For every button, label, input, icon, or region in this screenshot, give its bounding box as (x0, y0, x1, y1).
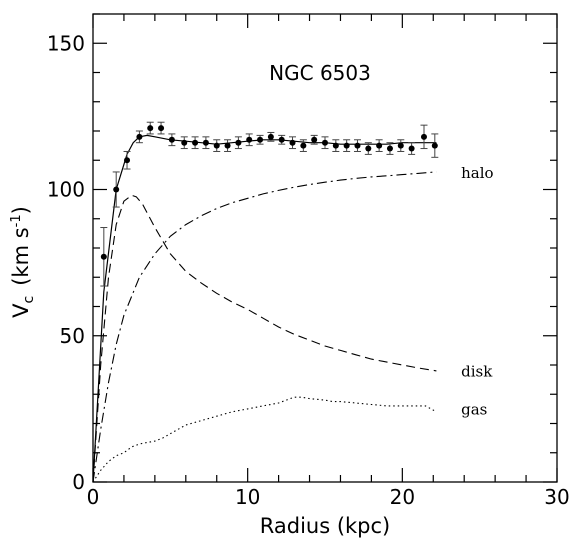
data-point (311, 136, 318, 143)
y-axis-label-main: V (9, 303, 33, 318)
data-point (343, 142, 350, 149)
y-axis-label: Vc (km s-1) (9, 206, 37, 318)
data-point (431, 142, 438, 149)
data-point (202, 139, 209, 146)
disk-curve (92, 194, 437, 483)
axis-ticks (92, 13, 558, 483)
data-point (354, 142, 361, 149)
x-tick-label: 20 (390, 485, 415, 509)
data-point (278, 136, 285, 143)
data-point (397, 142, 404, 149)
x-tick-label: 10 (235, 485, 260, 509)
halo-curve (92, 171, 437, 483)
data-point (322, 139, 328, 146)
y-tick-label: 150 (47, 31, 85, 55)
curve-label-disk: disk (461, 363, 493, 381)
data-point (420, 133, 427, 140)
total-curve (92, 134, 437, 483)
data-point (224, 142, 231, 149)
curve-label-halo: halo (461, 164, 493, 182)
x-tick-label: 30 (544, 485, 569, 509)
data-point (332, 142, 339, 149)
data-point (300, 142, 307, 149)
observed-points (100, 121, 439, 287)
chart-title: NGC 6503 (269, 61, 371, 85)
x-tick-label: 0 (87, 485, 100, 509)
y-axis-label-close: ) (9, 206, 33, 214)
data-point (267, 133, 274, 140)
x-axis-label: Radius (kpc) (260, 514, 391, 538)
y-tick-label: 0 (72, 470, 85, 494)
data-point (136, 133, 143, 140)
curve-label-gas: gas (461, 401, 487, 419)
data-point (158, 125, 165, 132)
curve-labels: halo disk gas (461, 164, 493, 419)
data-point (386, 145, 393, 152)
data-point (376, 142, 383, 149)
tick-labels: 0 10 20 30 0 50 100 150 (47, 31, 570, 509)
data-point (147, 125, 154, 132)
data-point (168, 136, 175, 143)
data-point (257, 136, 264, 143)
y-axis-label-units: (km s (9, 227, 33, 285)
data-point (100, 253, 107, 260)
data-point (365, 145, 372, 152)
y-tick-label: 50 (60, 324, 85, 348)
data-point (235, 139, 242, 146)
data-point (246, 136, 253, 143)
data-point (113, 186, 120, 193)
y-tick-label: 100 (47, 178, 85, 202)
gas-curve (92, 396, 437, 483)
data-point (408, 145, 415, 152)
data-point (181, 139, 188, 146)
y-axis-label-sub: c (21, 296, 37, 304)
y-axis-label-sup: -1 (9, 214, 24, 227)
data-point (213, 142, 220, 149)
model-curves (92, 134, 437, 483)
data-point (289, 139, 296, 146)
data-point (192, 139, 199, 146)
data-point (124, 157, 131, 164)
